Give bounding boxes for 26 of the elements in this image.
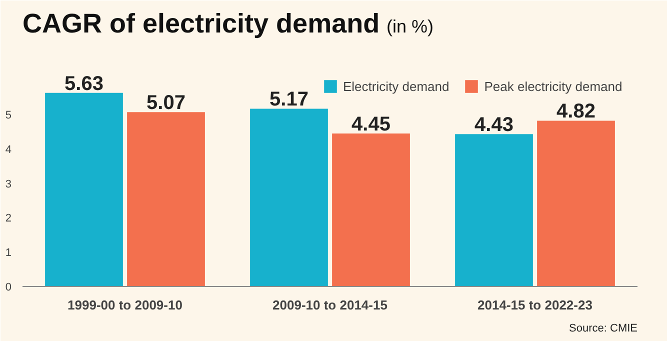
data-label: 5.17 [270, 88, 308, 111]
data-label: 4.43 [474, 114, 514, 136]
legend-label: Peak electricity demand [484, 78, 622, 94]
data-label: 5.07 [146, 92, 186, 114]
legend-label: Electricity demand [343, 78, 450, 94]
x-tick-label: 1999-00 to 2009-10 [68, 298, 182, 312]
bar [127, 112, 205, 286]
source-note: Source: CMIE [569, 322, 638, 334]
data-label: 4.82 [556, 100, 596, 123]
data-label: 5.63 [64, 72, 104, 95]
bar [250, 108, 328, 286]
data-label: 4.45 [352, 113, 390, 136]
bar [45, 92, 123, 286]
bar [455, 134, 533, 286]
y-tick-label: 3 [5, 178, 12, 190]
y-tick-label: 0 [5, 282, 12, 294]
y-tick-label: 2 [5, 212, 12, 225]
bar [332, 133, 410, 286]
y-tick-label: 4 [5, 144, 12, 156]
bar [537, 120, 615, 286]
y-tick-label: 5 [5, 110, 12, 122]
x-tick-label: 2014-15 to 2022-23 [478, 298, 592, 312]
chart-title: CAGR of electricity demand [22, 8, 380, 38]
text: (in %) [386, 16, 434, 36]
x-tick-label: 2009-10 to 2014-15 [272, 298, 388, 312]
y-tick-label: 1 [5, 247, 12, 260]
